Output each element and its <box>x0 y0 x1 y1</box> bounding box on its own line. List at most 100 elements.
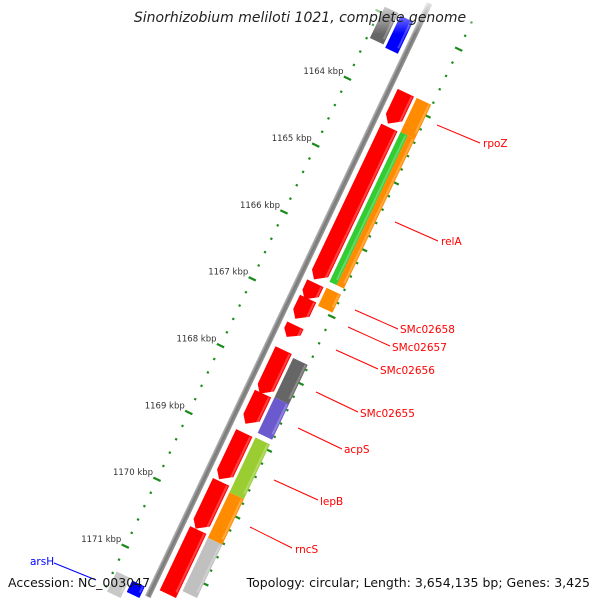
leader-SMc02655 <box>315 391 359 413</box>
leader-SMc02656 <box>335 349 379 370</box>
ruler-minor-tick <box>136 518 140 521</box>
ruler-label: 1165 kbp <box>272 134 312 144</box>
gene-feature[interactable] <box>400 97 432 139</box>
ruler-minor-tick <box>244 290 248 294</box>
ruler-major-tick <box>248 276 257 282</box>
ruler-minor-tick <box>130 531 134 535</box>
ruler-minor-tick <box>311 355 315 359</box>
ruler-minor-tick <box>225 330 229 334</box>
ruler-label: 1168 kbp <box>176 335 216 345</box>
ruler-label: 1167 kbp <box>208 268 248 278</box>
accession-text: Accession: NC_003047 <box>8 575 150 590</box>
gene-label-rpoZ[interactable]: rpoZ <box>483 138 508 150</box>
gene-feature[interactable] <box>229 437 270 500</box>
ruler-minor-tick <box>200 384 203 388</box>
cds-arrow[interactable] <box>159 526 207 598</box>
ruler-minor-tick <box>238 304 242 308</box>
ruler-minor-tick <box>365 36 369 40</box>
ruler-minor-tick <box>349 275 353 278</box>
gene-feature[interactable] <box>336 135 415 289</box>
gene-feature[interactable] <box>126 580 145 598</box>
ruler-minor-tick <box>181 424 184 428</box>
cds-arrow[interactable] <box>254 346 292 399</box>
ruler-minor-tick <box>336 301 340 305</box>
ruler-minor-tick <box>161 464 165 468</box>
ruler-minor-tick <box>174 437 178 441</box>
gene-feature[interactable] <box>274 357 308 405</box>
ruler-minor-tick <box>142 504 146 508</box>
ruler-minor-tick <box>307 157 311 160</box>
ruler-minor-tick <box>222 542 226 546</box>
ruler-minor-tick <box>228 529 232 532</box>
feature-highlight <box>243 443 269 495</box>
ruler-minor-tick <box>209 569 213 573</box>
gene-label-SMc02656[interactable]: SMc02656 <box>380 365 435 377</box>
gene-label-SMc02657[interactable]: SMc02657 <box>392 342 447 354</box>
gene-feature[interactable] <box>257 397 289 440</box>
leader-arsH <box>53 562 97 581</box>
feature-highlight <box>269 353 291 394</box>
gene-label-SMc02658[interactable]: SMc02658 <box>400 324 455 336</box>
cds-arrow[interactable] <box>281 321 304 342</box>
gene-label-leaders <box>53 124 481 581</box>
gene-feature[interactable] <box>329 132 408 286</box>
gene-label-relA[interactable]: relA <box>441 236 462 248</box>
ruler-minor-tick <box>419 127 423 131</box>
gene-label-rncS[interactable]: rncS <box>295 544 319 556</box>
ruler-minor-tick <box>247 488 251 492</box>
gene-feature[interactable] <box>107 571 131 599</box>
ruler-major-tick <box>216 342 225 349</box>
ruler-major-tick <box>311 142 320 148</box>
ruler-ticks <box>104 8 473 588</box>
gene-feature[interactable] <box>207 492 244 545</box>
gene-feature[interactable] <box>317 287 342 313</box>
ruler-minor-tick <box>343 288 346 292</box>
ruler-minor-tick <box>111 571 115 575</box>
ruler-minor-tick <box>358 50 362 54</box>
ruler-minor-tick <box>241 502 245 506</box>
ruler-minor-tick <box>320 130 324 134</box>
ruler-label: 1166 kbp <box>240 201 280 211</box>
feature-highlight <box>271 403 288 435</box>
ruler-minor-tick <box>104 584 108 588</box>
cds-arrow[interactable] <box>383 88 415 129</box>
ruler-label: 1169 kbp <box>145 401 185 411</box>
gene-label-lepB[interactable]: lepB <box>320 496 343 508</box>
feature-highlight <box>296 328 303 338</box>
ruler-minor-tick <box>412 141 416 145</box>
gene-label-acpS[interactable]: acpS <box>344 444 370 456</box>
ruler-label: 1170 kbp <box>113 468 153 478</box>
feature-highlight <box>336 135 407 281</box>
leader-rpoZ <box>436 124 481 144</box>
feature-highlight <box>221 498 243 540</box>
ruler-major-tick <box>454 46 463 52</box>
cds-arrow[interactable] <box>299 279 324 304</box>
ruler-minor-tick <box>279 422 283 426</box>
gene-label-arsH[interactable]: arsH <box>30 556 54 568</box>
ruler-labels: 1164 kbp 1165 kbp 1166 kbp 1167 kbp 1168 kbp… <box>81 67 343 545</box>
cds-arrow[interactable] <box>309 123 398 285</box>
ruler-major-tick <box>184 409 193 416</box>
ruler-minor-tick <box>292 395 296 399</box>
gene-label-SMc02655[interactable]: SMc02655 <box>360 408 415 420</box>
ruler-minor-tick <box>431 101 435 105</box>
feature-tracks <box>107 6 432 599</box>
ruler-minor-tick <box>374 221 378 225</box>
leader-SMc02658 <box>354 309 399 330</box>
feature-highlight <box>288 364 307 400</box>
gene-feature[interactable] <box>182 537 223 599</box>
cds-arrow[interactable] <box>190 477 230 534</box>
ruler-major-tick <box>152 476 162 483</box>
cds-arrow[interactable] <box>214 429 253 484</box>
feature-highlight <box>414 104 430 134</box>
ruler-label: 1164 kbp <box>303 67 343 77</box>
ruler-label: 1171 kbp <box>81 535 121 545</box>
ruler-minor-tick <box>263 250 267 254</box>
ruler-major-tick <box>279 209 289 215</box>
ruler-minor-tick <box>231 317 235 321</box>
cds-arrow[interactable] <box>290 294 317 324</box>
ruler-minor-tick <box>463 34 467 38</box>
cds-arrow[interactable] <box>240 389 272 429</box>
map-title: Sinorhizobium meliloti 1021, complete ge… <box>134 10 466 26</box>
